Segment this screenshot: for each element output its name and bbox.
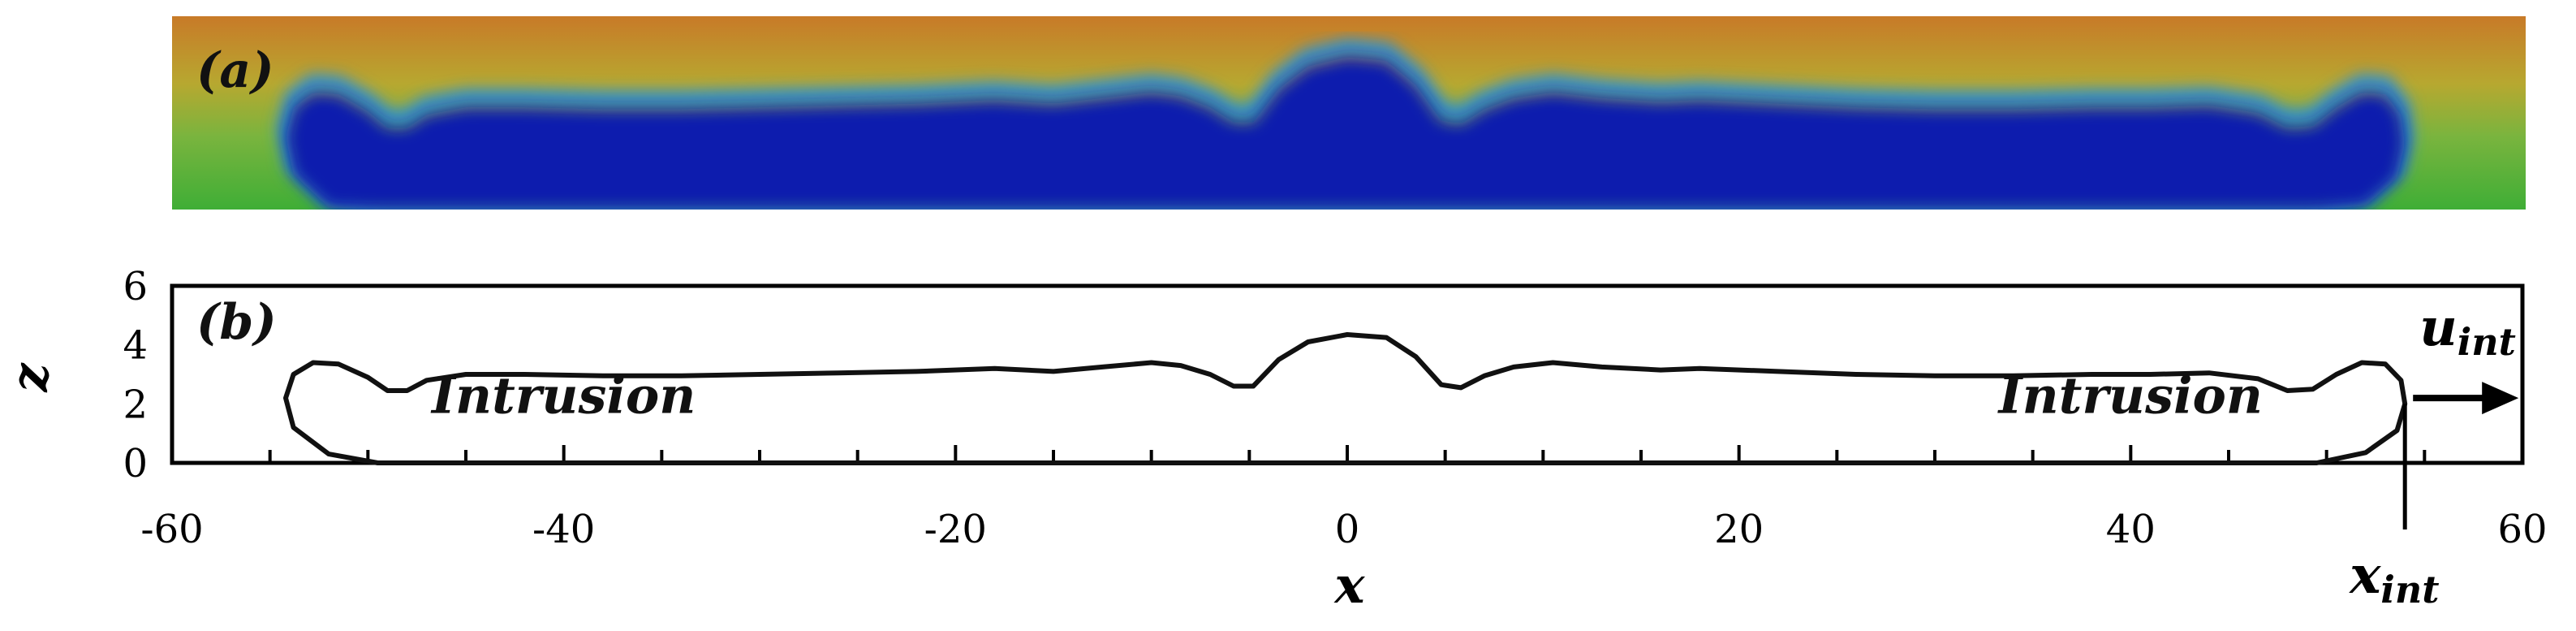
front-velocity-arrowhead bbox=[2482, 382, 2519, 415]
x-tick-label: 0 bbox=[1335, 507, 1360, 552]
front-position-label: xint bbox=[2348, 545, 2439, 612]
x-tick-label: 20 bbox=[1714, 507, 1764, 552]
front-velocity-label: uint bbox=[2419, 297, 2516, 364]
front-position-subscript: int bbox=[2380, 568, 2439, 612]
front-velocity-symbol: u bbox=[2419, 297, 2458, 358]
intrusion-core bbox=[286, 57, 2406, 210]
x-tick-label: 60 bbox=[2497, 507, 2547, 552]
interface-panel: -60 -40 -20 0 20 40 60 0 2 4 6 (b) Intrusion Intr… bbox=[0, 264, 2548, 615]
intrusion-label-left: Intrusion bbox=[430, 365, 696, 425]
interface-contour bbox=[283, 332, 2408, 465]
intrusion-label-right: Intrusion bbox=[1997, 365, 2263, 425]
y-axis-label: z bbox=[0, 362, 59, 393]
x-axis-label: x bbox=[1333, 555, 1366, 615]
y-tick-label: 0 bbox=[123, 441, 148, 486]
panel-a-label: (a) bbox=[196, 42, 274, 99]
density-field-panel bbox=[172, 16, 2526, 210]
y-tick-label: 4 bbox=[123, 323, 148, 369]
x-tick-label: -40 bbox=[532, 507, 595, 552]
x-tick-label: -60 bbox=[140, 507, 203, 552]
y-tick-label: 2 bbox=[123, 382, 148, 427]
front-position-symbol: x bbox=[2348, 545, 2381, 606]
x-tick-labels: -60 -40 -20 0 20 40 60 bbox=[140, 507, 2547, 552]
front-velocity-subscript: int bbox=[2458, 320, 2516, 364]
x-tick-label: 40 bbox=[2106, 507, 2156, 552]
x-tick-label: -20 bbox=[924, 507, 987, 552]
y-tick-labels: 0 2 4 6 bbox=[123, 264, 148, 486]
y-tick-label: 6 bbox=[123, 264, 148, 309]
x-tick-marks bbox=[170, 445, 2524, 463]
panel-b-label: (b) bbox=[196, 294, 277, 351]
intrusion-front-halo bbox=[276, 38, 2414, 210]
